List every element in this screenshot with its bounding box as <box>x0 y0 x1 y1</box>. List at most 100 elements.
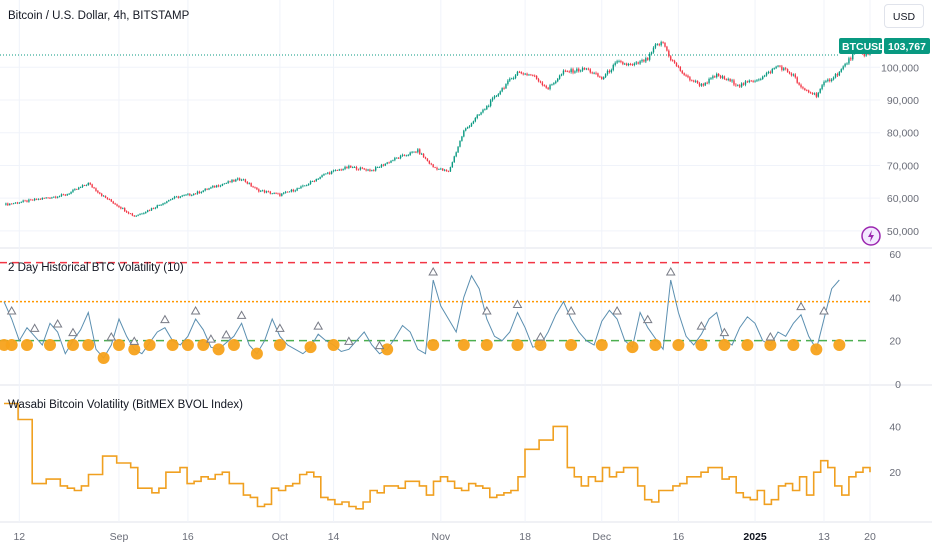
candle-body <box>511 78 513 80</box>
volatility-signal-triangle <box>765 331 776 341</box>
candle-body <box>637 62 639 64</box>
candle-body <box>850 58 852 60</box>
candle-body <box>846 63 848 65</box>
lightning-icon[interactable] <box>861 226 881 246</box>
candle-body <box>110 199 112 202</box>
candle-body <box>620 61 622 63</box>
candle-body <box>484 109 486 111</box>
candle-body <box>650 52 653 54</box>
candle-body <box>258 189 260 192</box>
candle-body <box>351 167 354 168</box>
volatility-signal-triangle <box>512 299 523 308</box>
candle-body <box>440 168 442 170</box>
candle-body <box>35 198 38 200</box>
candle-body <box>694 80 697 82</box>
candle-body <box>445 169 448 172</box>
candle-body <box>721 76 724 78</box>
candle-body <box>756 80 758 82</box>
candle-body <box>677 66 680 67</box>
volatility-signal-dot <box>787 339 800 351</box>
candle-body <box>175 196 178 198</box>
candle-body <box>551 84 553 86</box>
candle-body <box>662 42 664 43</box>
candle-body <box>415 151 417 153</box>
candle-body <box>417 149 419 153</box>
candle-body <box>829 79 831 81</box>
volatility-y-tick: 40 <box>889 292 901 304</box>
volatility-signal-dot <box>511 339 524 351</box>
candle-body <box>204 188 206 191</box>
candle-body <box>863 54 865 56</box>
candle-body <box>710 78 712 79</box>
volatility-signal-dot <box>166 339 179 351</box>
candle-body <box>647 58 649 60</box>
candle-body <box>545 85 547 88</box>
price-y-tick: 90,000 <box>887 95 919 107</box>
candle-body <box>348 165 350 169</box>
candle-body <box>394 157 396 161</box>
candle-body <box>53 196 55 198</box>
candle-body <box>428 160 431 164</box>
candle-body <box>198 191 201 193</box>
candle-body <box>796 77 798 83</box>
candle-body <box>455 152 457 157</box>
currency-button[interactable]: USD <box>884 4 924 28</box>
candle-body <box>240 179 243 181</box>
candle-body <box>183 195 185 196</box>
candle-body <box>215 185 218 188</box>
candle-body <box>311 181 314 182</box>
candle-body <box>60 194 63 197</box>
candle-body <box>355 167 358 170</box>
candle-body <box>39 198 42 200</box>
candle-body <box>225 182 227 184</box>
candle-body <box>217 185 220 187</box>
price-candles <box>5 40 871 217</box>
candle-body <box>409 152 411 155</box>
candle-body <box>106 197 109 200</box>
candle-body <box>70 191 72 194</box>
candle-body <box>869 53 871 55</box>
candle-body <box>47 197 49 199</box>
candle-body <box>555 81 557 84</box>
candle-body <box>350 165 352 168</box>
x-tick-label: Oct <box>272 531 288 543</box>
volatility-signal-dot <box>43 339 56 351</box>
volatility-signal-triangle <box>665 266 676 276</box>
candle-body <box>235 179 237 182</box>
candle-body <box>158 205 160 206</box>
candle-body <box>618 61 620 62</box>
candle-body <box>593 72 595 74</box>
candle-body <box>37 198 40 200</box>
candle-body <box>369 169 371 171</box>
candle-body <box>353 167 356 168</box>
candle-body <box>334 170 337 171</box>
volatility-signal-triangle <box>642 314 653 324</box>
candle-body <box>451 162 454 168</box>
candle-body <box>792 74 795 76</box>
candle-body <box>595 72 597 74</box>
candle-body <box>237 178 239 180</box>
candle-body <box>842 66 844 70</box>
candle-body <box>725 79 728 80</box>
candle-body <box>616 61 618 63</box>
candle-body <box>238 178 241 181</box>
candle-body <box>137 214 139 216</box>
candle-body <box>307 183 310 186</box>
candle-body <box>670 56 672 61</box>
candle-body <box>493 96 496 99</box>
candle-body <box>298 188 300 189</box>
candle-body <box>210 187 212 189</box>
candle-body <box>83 185 86 187</box>
candle-body <box>219 185 222 187</box>
candle-body <box>101 193 103 196</box>
candle-body <box>244 179 247 182</box>
candle-body <box>376 167 379 168</box>
candle-body <box>779 65 781 67</box>
volatility-signal-dot <box>304 341 317 354</box>
candle-body <box>265 191 268 193</box>
candle-body <box>656 44 659 46</box>
volatility-signal-dot <box>82 339 95 351</box>
candle-body <box>514 75 517 79</box>
candle-body <box>10 203 13 205</box>
candle-body <box>177 196 180 198</box>
